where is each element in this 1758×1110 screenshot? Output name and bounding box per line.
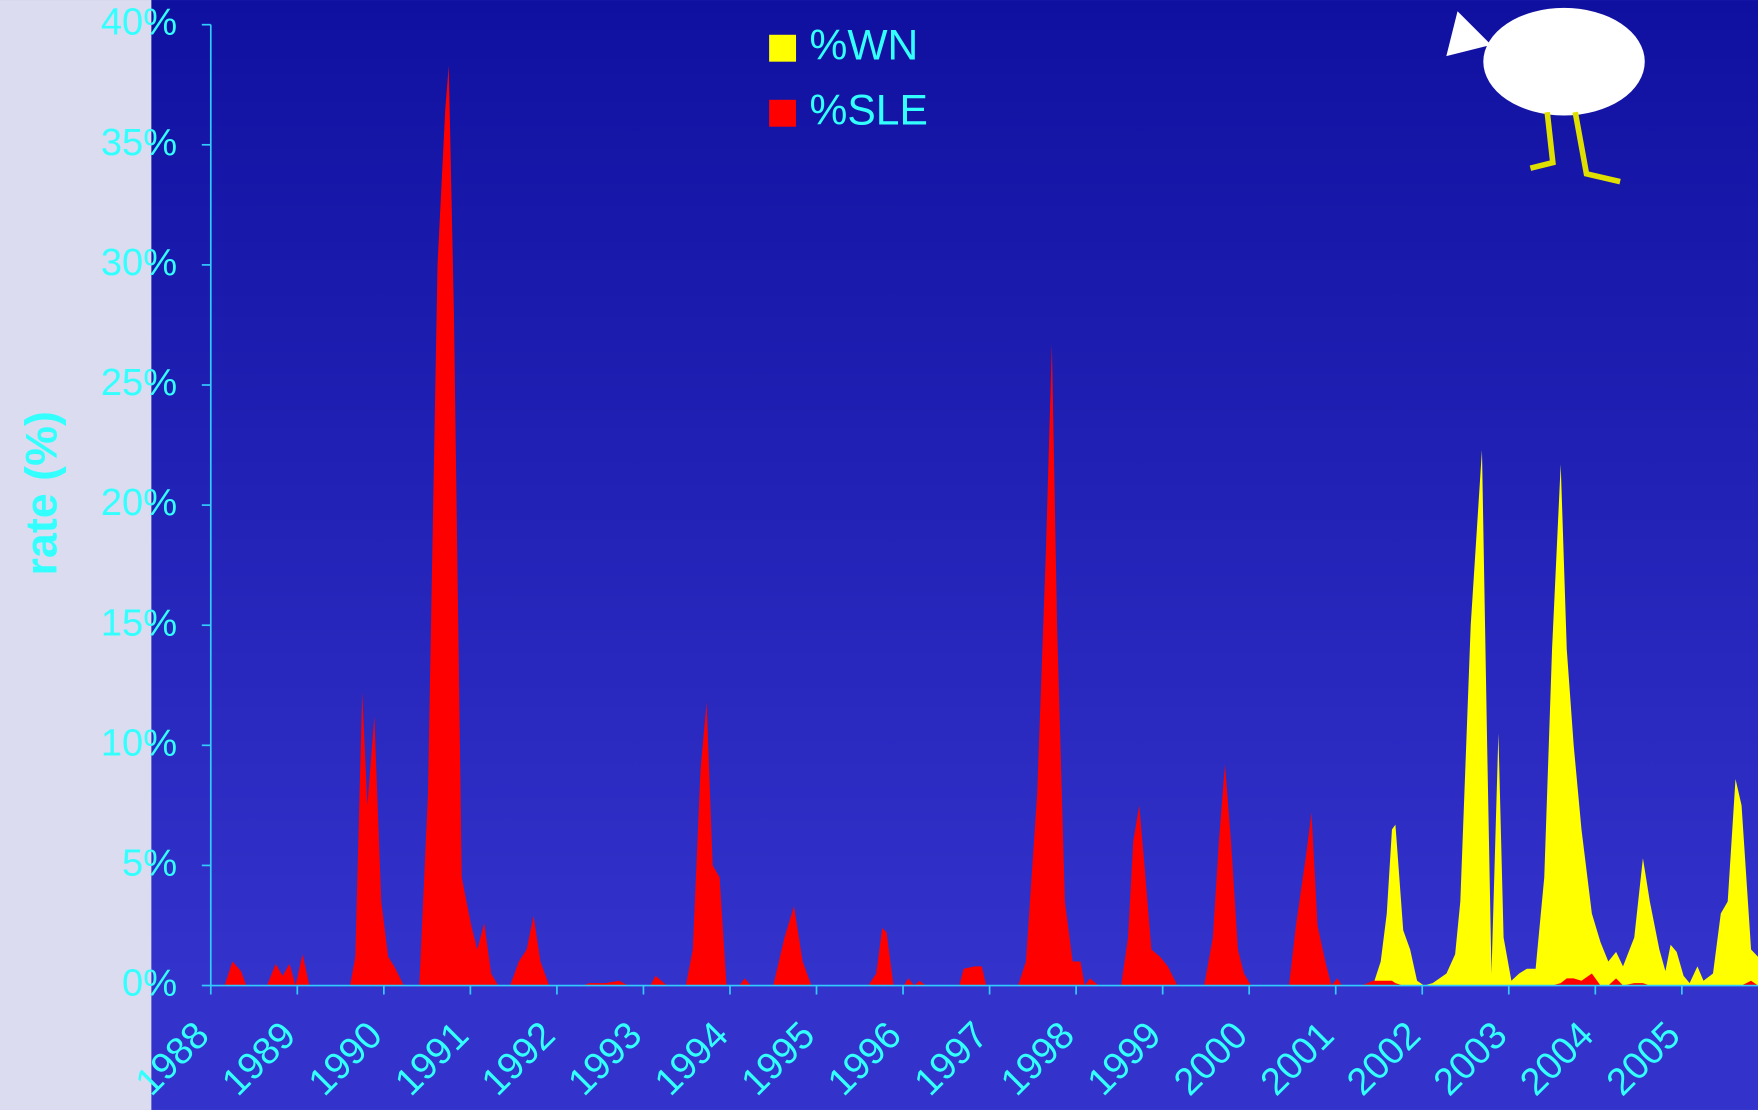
legend-swatch <box>769 35 796 62</box>
y-tick-label: 10% <box>101 722 177 764</box>
y-tick-label: 15% <box>101 602 177 644</box>
legend-swatch <box>769 100 796 127</box>
legend-label: %WN <box>809 21 918 69</box>
y-tick-label: 30% <box>101 242 177 284</box>
legend-label: %SLE <box>809 87 927 135</box>
y-axis-title: rate (%) <box>16 411 67 575</box>
y-tick-label: 40% <box>101 2 177 44</box>
y-tick-label: 20% <box>101 482 177 524</box>
y-tick-label: 5% <box>122 842 177 884</box>
y-tick-label: 0% <box>122 963 177 1005</box>
y-tick-label: 35% <box>101 122 177 164</box>
y-tick-label: 25% <box>101 362 177 404</box>
chart: rate (%) %WN %SLE 0% 5% 10% 15% 20% 25% 30% 35% 4… <box>0 0 1758 1110</box>
